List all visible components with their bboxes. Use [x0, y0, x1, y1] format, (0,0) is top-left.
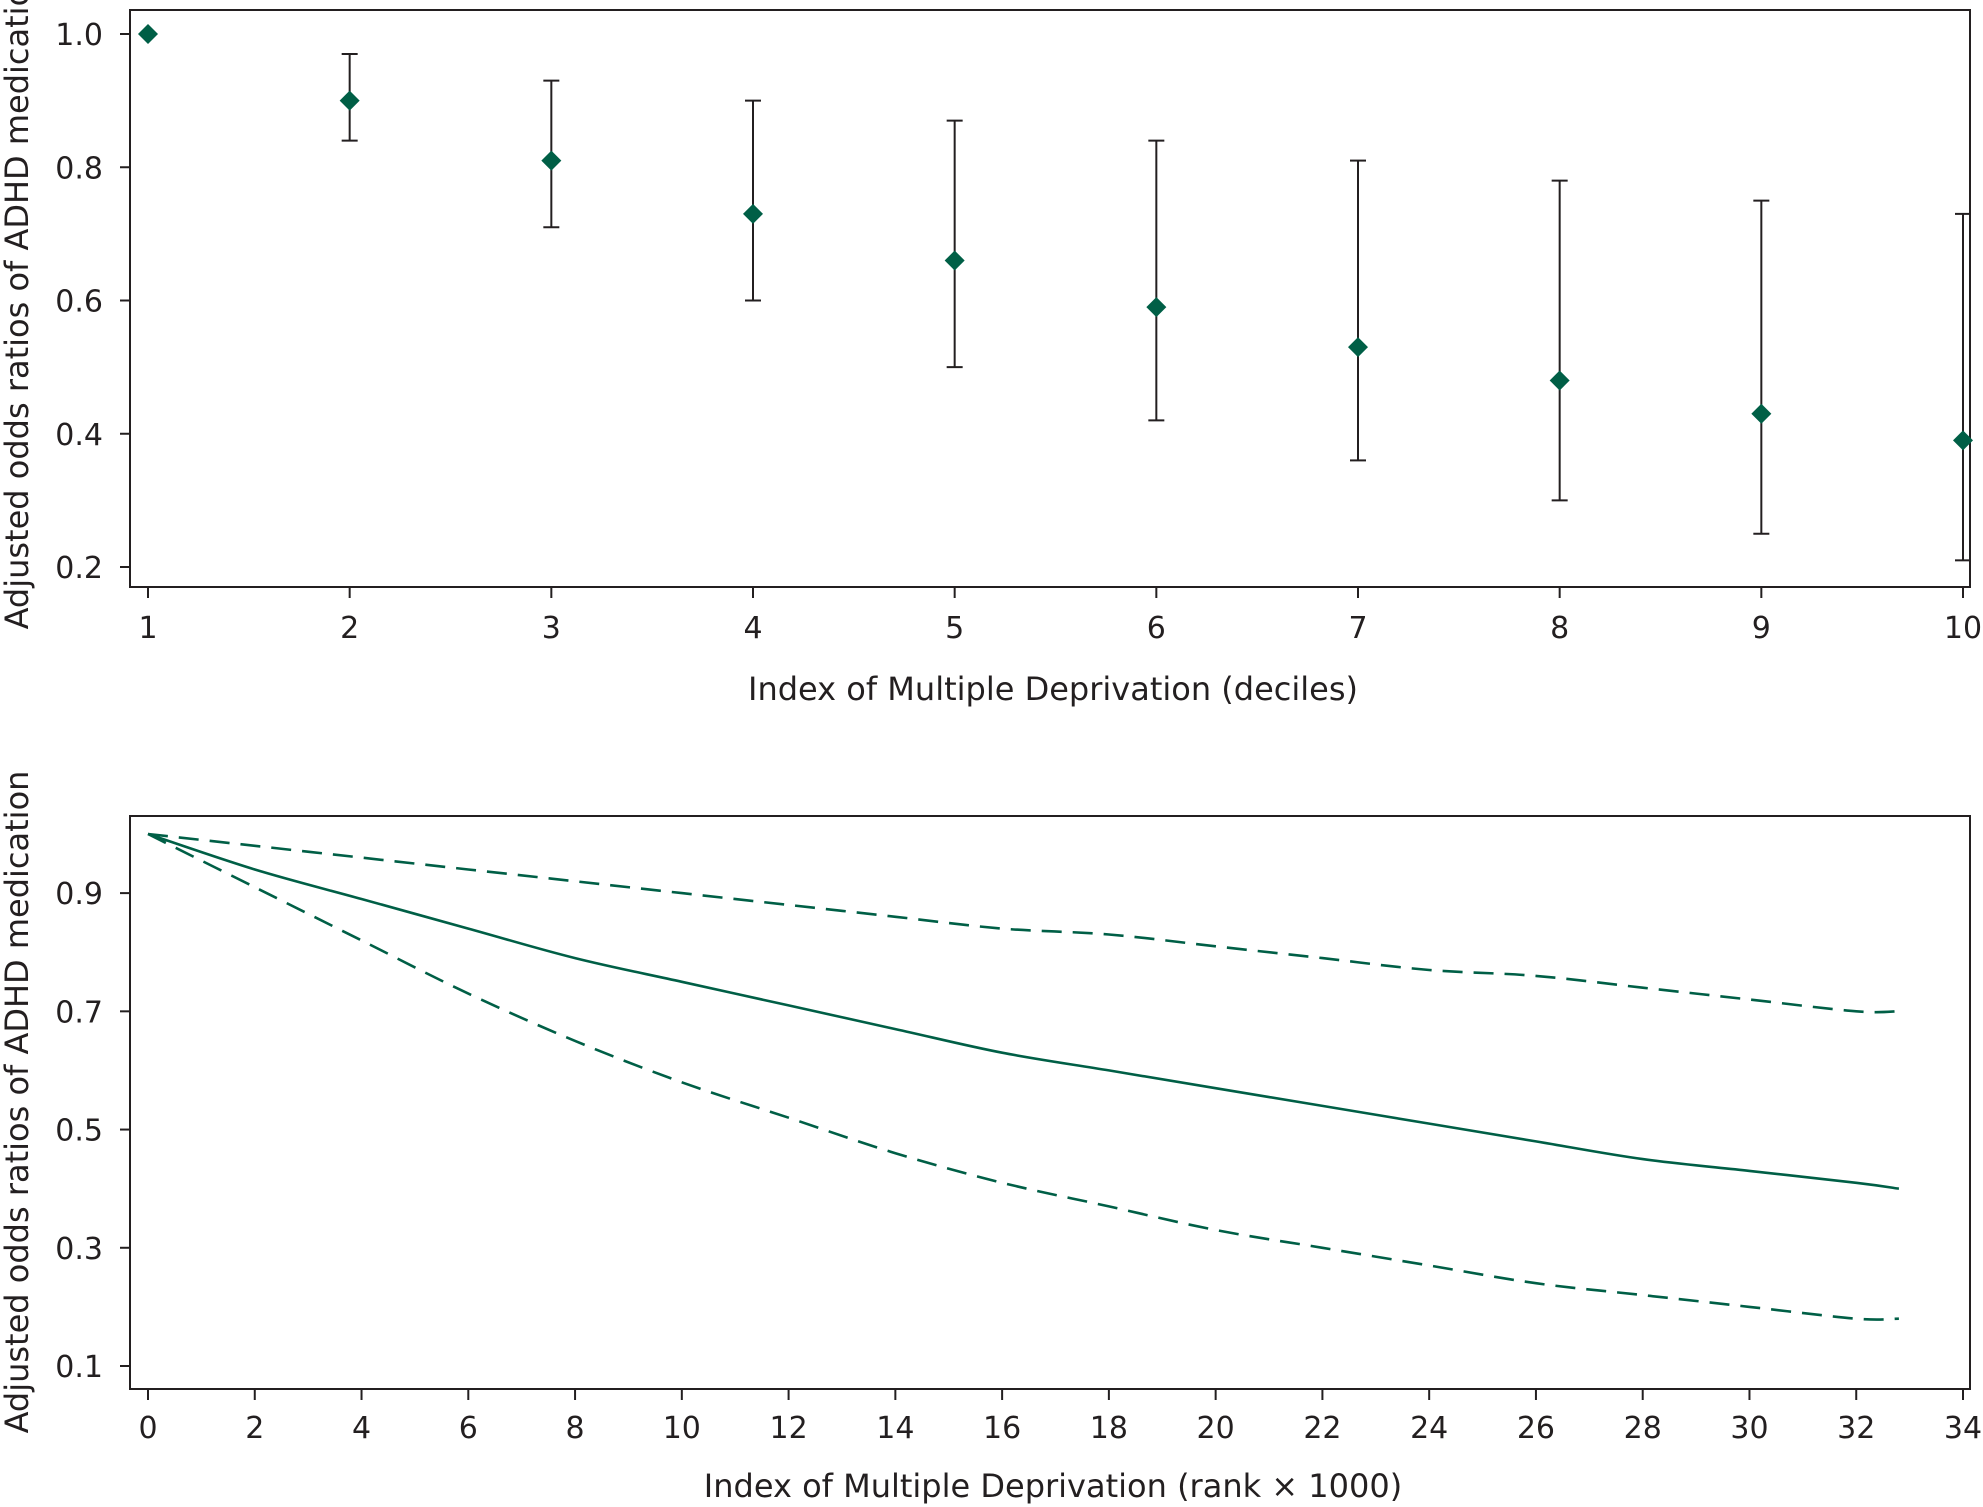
bottom-y-tick-label: 0.3: [55, 1232, 103, 1267]
bottom-x-tick-label: 2: [245, 1411, 264, 1446]
upper-ci-curve: [147, 832, 1899, 1014]
top-x-tick-label: 7: [1348, 611, 1367, 646]
bottom-x-tick-label: 8: [566, 1411, 585, 1446]
bottom-x-tick-label: 6: [459, 1411, 478, 1446]
lower-ci-curve: [147, 832, 1899, 1321]
bottom-x-tick-label: 16: [983, 1411, 1021, 1446]
top-x-axis: 1 2 3 4 5 6 7 8 9 10: [138, 587, 1982, 646]
top-y-tick-label: 0.2: [55, 551, 103, 586]
top-x-tick-label: 2: [340, 611, 359, 646]
bottom-x-tick-label: 34: [1944, 1411, 1982, 1446]
top-y-tick-label: 0.4: [55, 418, 103, 453]
point-estimate: [1348, 337, 1368, 358]
error-bar: [1148, 139, 1165, 422]
error-bar: [946, 119, 963, 369]
bottom-plot-frame: [129, 815, 1971, 1390]
point-estimate: [138, 24, 158, 44]
point-estimate: [1953, 430, 1973, 451]
bottom-x-tick-label: 26: [1517, 1411, 1555, 1446]
top-x-tick-label: 4: [743, 611, 762, 646]
bottom-x-tick-label: 12: [769, 1411, 807, 1446]
top-y-tick-label: 0.6: [55, 285, 103, 320]
rank-odds-ratio-panel: 0.10.30.50.70.9 0 2 4 6 8 10 12 14 16 18 20 22 24 26 2…: [0, 771, 1982, 1505]
error-bar: [1955, 212, 1971, 562]
bottom-y-tick-label: 0.9: [55, 877, 103, 912]
bottom-x-tick-label: 14: [876, 1411, 914, 1446]
bottom-curves: [147, 832, 1900, 1321]
bottom-x-tick-label: 20: [1197, 1411, 1235, 1446]
bottom-y-axis-title: Adjusted odds ratios of ADHD medication: [0, 771, 36, 1434]
bottom-x-tick-label: 4: [352, 1411, 371, 1446]
top-x-tick-label: 5: [945, 611, 964, 646]
top-x-tick-label: 10: [1944, 611, 1982, 646]
top-y-axis-title: Adjusted odds ratios of ADHD medication: [0, 0, 36, 629]
point-estimate: [1549, 370, 1570, 391]
bottom-y-tick-label: 0.5: [55, 1114, 103, 1149]
top-y-tick-label: 0.8: [55, 151, 103, 186]
top-x-tick-label: 3: [542, 611, 561, 646]
point-estimate: [1751, 403, 1772, 424]
error-bar: [1753, 199, 1770, 535]
bottom-x-tick-label: 24: [1410, 1411, 1448, 1446]
top-plot-frame: [129, 9, 1971, 588]
point-estimate: [743, 203, 763, 224]
bottom-x-tick-label: 10: [663, 1411, 701, 1446]
point-estimate: [1146, 297, 1167, 318]
point-estimate: [541, 150, 562, 171]
bottom-x-tick-label: 30: [1730, 1411, 1768, 1446]
bottom-x-tick-label: 18: [1090, 1411, 1128, 1446]
top-x-axis-title: Index of Multiple Deprivation (deciles): [748, 670, 1358, 708]
top-error-bars: [341, 52, 1971, 562]
error-bar: [1350, 159, 1366, 462]
top-x-tick-label: 1: [138, 611, 157, 646]
decile-odds-ratio-panel: 0.2 0.4 0.6 0.8 1.0 1 2 3 4 5 6 7 8 9 10 Index of Mul…: [0, 0, 1982, 708]
top-x-tick-label: 9: [1752, 611, 1771, 646]
estimate-curve: [147, 832, 1900, 1190]
bottom-y-tick-label: 0.1: [55, 1350, 103, 1385]
error-bar: [745, 99, 761, 302]
bottom-x-tick-label: 22: [1303, 1411, 1341, 1446]
bottom-x-tick-label: 0: [138, 1411, 157, 1446]
top-y-axis: 0.2 0.4 0.6 0.8 1.0: [55, 18, 130, 586]
bottom-y-axis: 0.1 0.3 0.5 0.7 0.9: [55, 877, 130, 1385]
bottom-y-tick-label: 0.7: [55, 995, 103, 1030]
bottom-x-axis: 0 2 4 6 8 10 12 14 16 18 20 22 24 26 28 30 32 34: [138, 1389, 1982, 1446]
top-points: [138, 24, 1973, 451]
point-estimate: [339, 90, 360, 111]
bottom-x-tick-label: 28: [1624, 1411, 1662, 1446]
bottom-x-tick-label: 32: [1837, 1411, 1875, 1446]
top-x-tick-label: 6: [1147, 611, 1166, 646]
bottom-x-axis-title: Index of Multiple Deprivation (rank × 10…: [704, 1467, 1402, 1505]
point-estimate: [944, 250, 965, 271]
top-x-tick-label: 8: [1550, 611, 1569, 646]
error-bar: [1551, 179, 1568, 502]
top-y-tick-label: 1.0: [55, 18, 103, 53]
